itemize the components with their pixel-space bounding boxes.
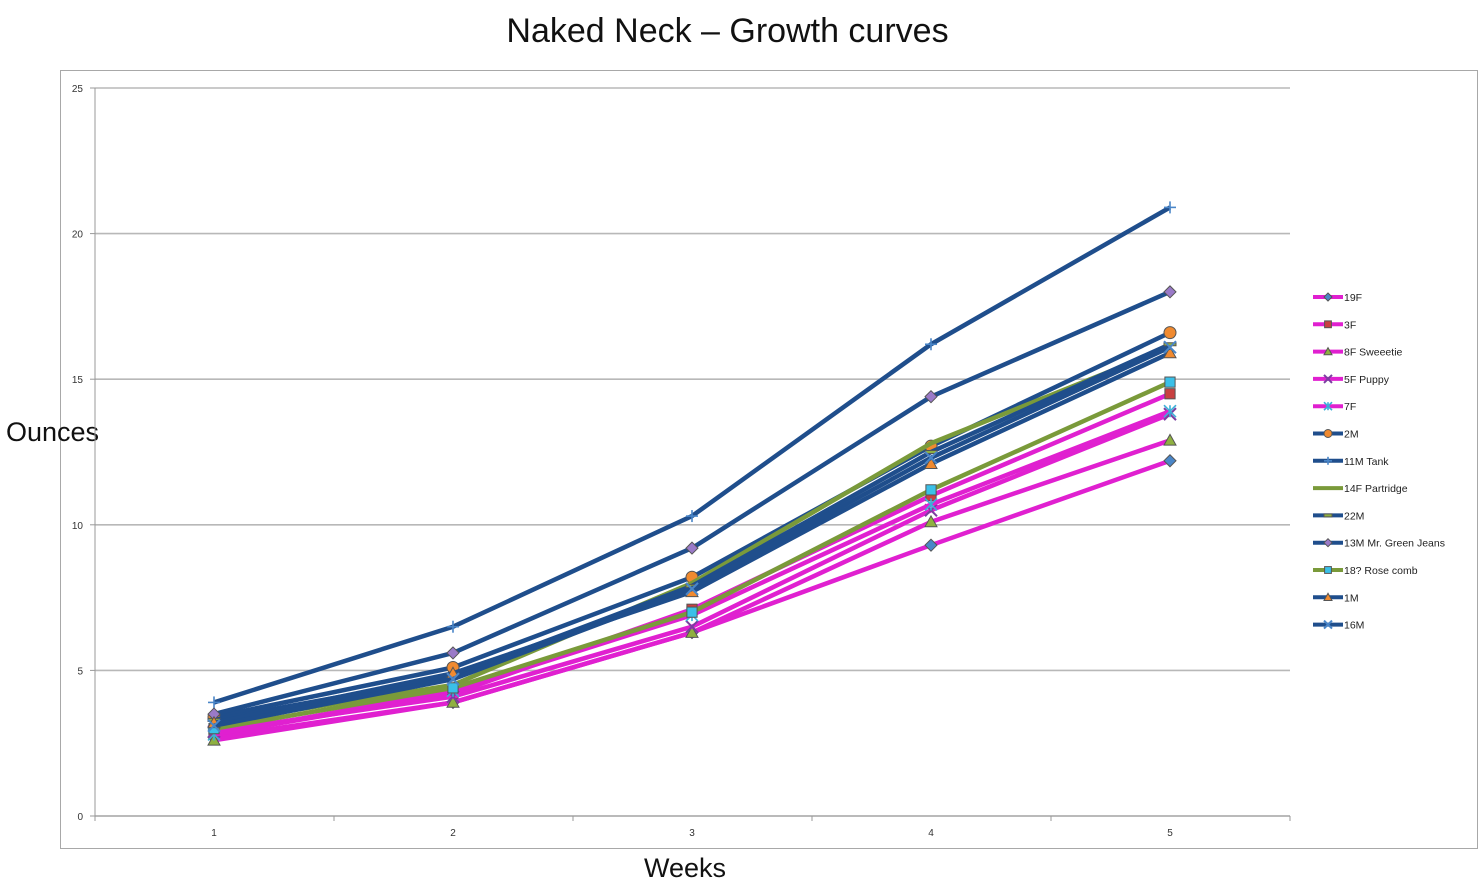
series-18-rose-comb <box>208 376 1176 735</box>
data-point <box>1323 429 1333 438</box>
data-point <box>685 620 699 634</box>
data-point <box>1163 345 1177 359</box>
data-point <box>686 606 698 618</box>
legend-label: 11M Tank <box>1344 456 1389 468</box>
data-point <box>685 582 699 596</box>
data-point <box>685 625 699 638</box>
data-point <box>447 620 459 633</box>
data-point <box>925 484 937 496</box>
legend-label: 22M <box>1344 510 1364 522</box>
data-point <box>1323 292 1333 302</box>
series-8f-sweeetie <box>207 433 1177 746</box>
data-point <box>1163 433 1177 446</box>
legend-label: 7F <box>1344 401 1356 413</box>
data-point <box>1323 592 1333 601</box>
data-point <box>924 538 938 552</box>
legend-item: 3F <box>1313 319 1356 331</box>
series-line <box>213 289 1171 717</box>
x-tick-label: 3 <box>689 828 695 839</box>
data-point <box>1324 566 1332 574</box>
legend-label: 2M <box>1344 429 1359 441</box>
y-tick-label: 25 <box>72 84 84 95</box>
chart-frame <box>60 70 1478 849</box>
legend-label: 5F Puppy <box>1344 374 1390 386</box>
x-tick-label: 2 <box>450 828 456 839</box>
data-point <box>1323 401 1333 411</box>
series-14f-partridge <box>213 345 1171 726</box>
series-line <box>213 345 1171 726</box>
y-tick-label: 15 <box>72 375 84 386</box>
legend-item: 11M Tank <box>1313 456 1389 468</box>
legend-item: 16M <box>1313 620 1364 632</box>
x-axis-label: Weeks <box>643 853 727 883</box>
data-point <box>924 451 938 465</box>
data-point <box>924 389 938 404</box>
chart-title: Naked Neck – Growth curves <box>506 12 949 50</box>
legend-label: 3F <box>1344 319 1356 331</box>
series-group <box>207 201 1177 746</box>
legend-item: 1M <box>1313 592 1359 604</box>
data-point <box>685 541 699 555</box>
data-point <box>208 696 220 709</box>
y-tick-label: 0 <box>77 812 83 823</box>
data-point <box>686 510 698 523</box>
y-tick-label: 20 <box>72 230 84 241</box>
data-point <box>1324 320 1332 329</box>
legend-item: 5F Puppy <box>1313 374 1390 386</box>
data-point <box>924 497 938 511</box>
y-tick-label: 10 <box>72 521 84 532</box>
data-point <box>1163 454 1177 468</box>
data-point <box>1323 619 1333 630</box>
data-point <box>1323 374 1333 384</box>
series-16m <box>207 340 1177 733</box>
data-point <box>1323 513 1333 518</box>
x-tick-label: 4 <box>928 828 934 839</box>
data-point <box>1163 340 1177 354</box>
data-point <box>1164 376 1176 388</box>
axes: 0 5 10 15 20 25 1 2 3 4 5 <box>72 84 1291 839</box>
data-point <box>447 682 459 694</box>
data-point <box>1323 346 1333 356</box>
legend-label: 13M Mr. Green Jeans <box>1344 538 1445 550</box>
data-point <box>1164 388 1176 400</box>
legend-item: 2M <box>1313 429 1359 441</box>
data-point <box>925 338 937 351</box>
data-point <box>924 456 938 469</box>
x-tick-label: 1 <box>211 828 217 839</box>
legend-item: 8F Sweeetie <box>1313 346 1403 359</box>
data-point <box>1323 537 1333 548</box>
data-point <box>924 514 938 528</box>
data-point <box>446 672 460 686</box>
legend-item: 7F <box>1313 401 1356 413</box>
series-13m-mr-green-jeans <box>207 285 1177 721</box>
data-point <box>207 719 221 733</box>
legend-label: 14F Partridge <box>1344 483 1408 495</box>
legend-label: 1M <box>1344 592 1359 604</box>
legend-item: 18? Rose comb <box>1313 565 1418 577</box>
legend: 19F 3F 8F Sweeetie 5F Puppy 7F 2M 11M Tank 14F … <box>1313 292 1445 632</box>
legend-item: 14F Partridge <box>1313 483 1408 495</box>
legend-item: 13M Mr. Green Jeans <box>1313 538 1445 550</box>
x-tick-label: 5 <box>1167 828 1173 839</box>
data-point <box>1163 404 1177 418</box>
data-point <box>1324 456 1332 465</box>
y-tick-label: 5 <box>77 666 83 677</box>
legend-item: 22M <box>1313 510 1364 522</box>
data-point <box>1163 326 1177 340</box>
legend-label: 18? Rose comb <box>1344 565 1418 577</box>
data-point <box>446 646 460 660</box>
data-point <box>446 695 460 708</box>
legend-label: 16M <box>1344 620 1364 632</box>
series-11m-tank <box>208 201 1176 709</box>
legend-item: 19F <box>1313 292 1362 304</box>
data-point <box>1164 201 1176 214</box>
data-point <box>1163 285 1177 299</box>
legend-label: 8F Sweeetie <box>1344 347 1403 359</box>
legend-label: 19F <box>1344 292 1362 304</box>
